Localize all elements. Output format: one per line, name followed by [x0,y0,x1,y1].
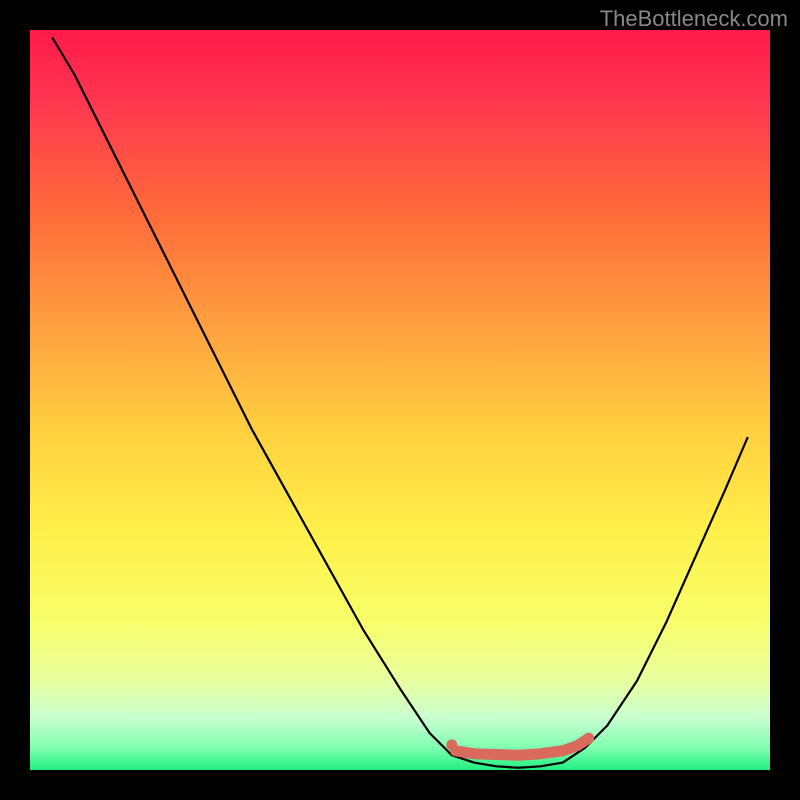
chart-container: TheBottleneck.com [0,0,800,800]
plot-background [30,30,770,770]
watermark-text: TheBottleneck.com [600,6,788,32]
highlight-start-dot [446,739,457,750]
bottleneck-chart [0,0,800,800]
